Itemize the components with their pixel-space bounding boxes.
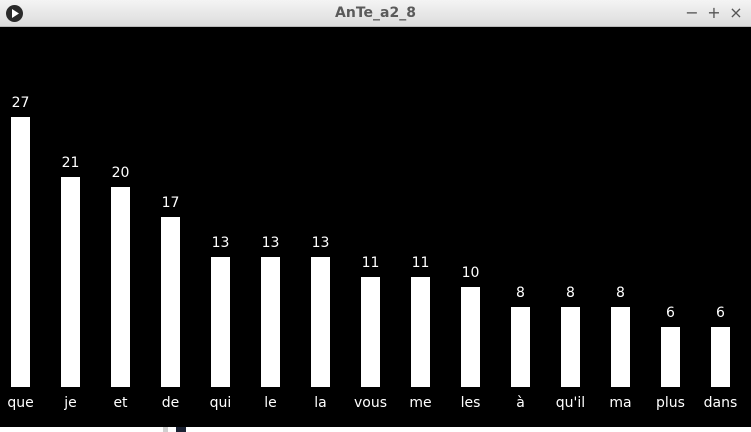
bar-0 <box>11 117 30 387</box>
bar-7 <box>361 277 380 387</box>
category-label-12: ma <box>609 395 631 411</box>
value-label-14: 6 <box>716 305 725 321</box>
value-label-4: 13 <box>212 235 230 251</box>
category-label-11: qu'il <box>556 395 585 411</box>
bottom-mark-dark <box>176 427 186 432</box>
value-label-8: 11 <box>412 255 430 271</box>
value-label-2: 20 <box>112 165 130 181</box>
value-label-10: 8 <box>516 285 525 301</box>
category-label-3: de <box>162 395 180 411</box>
category-label-7: vous <box>354 395 387 411</box>
bar-10 <box>511 307 530 387</box>
bar-11 <box>561 307 580 387</box>
value-label-3: 17 <box>162 195 180 211</box>
minimize-icon[interactable]: − <box>685 3 699 22</box>
value-label-12: 8 <box>616 285 625 301</box>
bar-12 <box>611 307 630 387</box>
value-label-6: 13 <box>312 235 330 251</box>
app-menu-icon[interactable] <box>6 5 23 22</box>
category-label-13: plus <box>656 395 685 411</box>
bar-5 <box>261 257 280 387</box>
category-label-0: que <box>7 395 33 411</box>
category-label-6: la <box>314 395 326 411</box>
category-label-2: et <box>113 395 128 411</box>
bar-6 <box>311 257 330 387</box>
category-label-4: qui <box>210 395 232 411</box>
value-label-9: 10 <box>462 265 480 281</box>
bar-4 <box>211 257 230 387</box>
sketch-canvas: 27 que 21 je 20 et 17 de 13 qui 13 le 13 la 11 vous 11 me… <box>0 27 751 427</box>
category-label-9: les <box>461 395 481 411</box>
category-label-1: je <box>63 395 77 411</box>
value-label-1: 21 <box>62 155 80 171</box>
bar-8 <box>411 277 430 387</box>
value-label-13: 6 <box>666 305 675 321</box>
close-icon[interactable]: × <box>729 3 743 22</box>
category-label-14: dans <box>704 395 738 411</box>
bar-2 <box>111 187 130 387</box>
bar-14 <box>711 327 730 387</box>
title-bar: AnTe_a2_8 − + × <box>0 0 751 27</box>
value-label-0: 27 <box>12 95 30 111</box>
value-label-11: 8 <box>566 285 575 301</box>
bar-13 <box>661 327 680 387</box>
bar-9 <box>461 287 480 387</box>
window-title: AnTe_a2_8 <box>335 5 416 21</box>
value-label-7: 11 <box>362 255 380 271</box>
bar-1 <box>61 177 80 387</box>
bottom-mark <box>163 427 168 432</box>
category-label-5: le <box>264 395 277 411</box>
bottom-strip <box>0 427 751 432</box>
bar-chart: 27 que 21 je 20 et 17 de 13 qui 13 le 13 la 11 vous 11 me… <box>7 95 738 411</box>
category-label-10: à <box>516 395 525 411</box>
value-label-5: 13 <box>262 235 280 251</box>
bar-3 <box>161 217 180 387</box>
category-label-8: me <box>409 395 431 411</box>
maximize-icon[interactable]: + <box>707 3 721 22</box>
